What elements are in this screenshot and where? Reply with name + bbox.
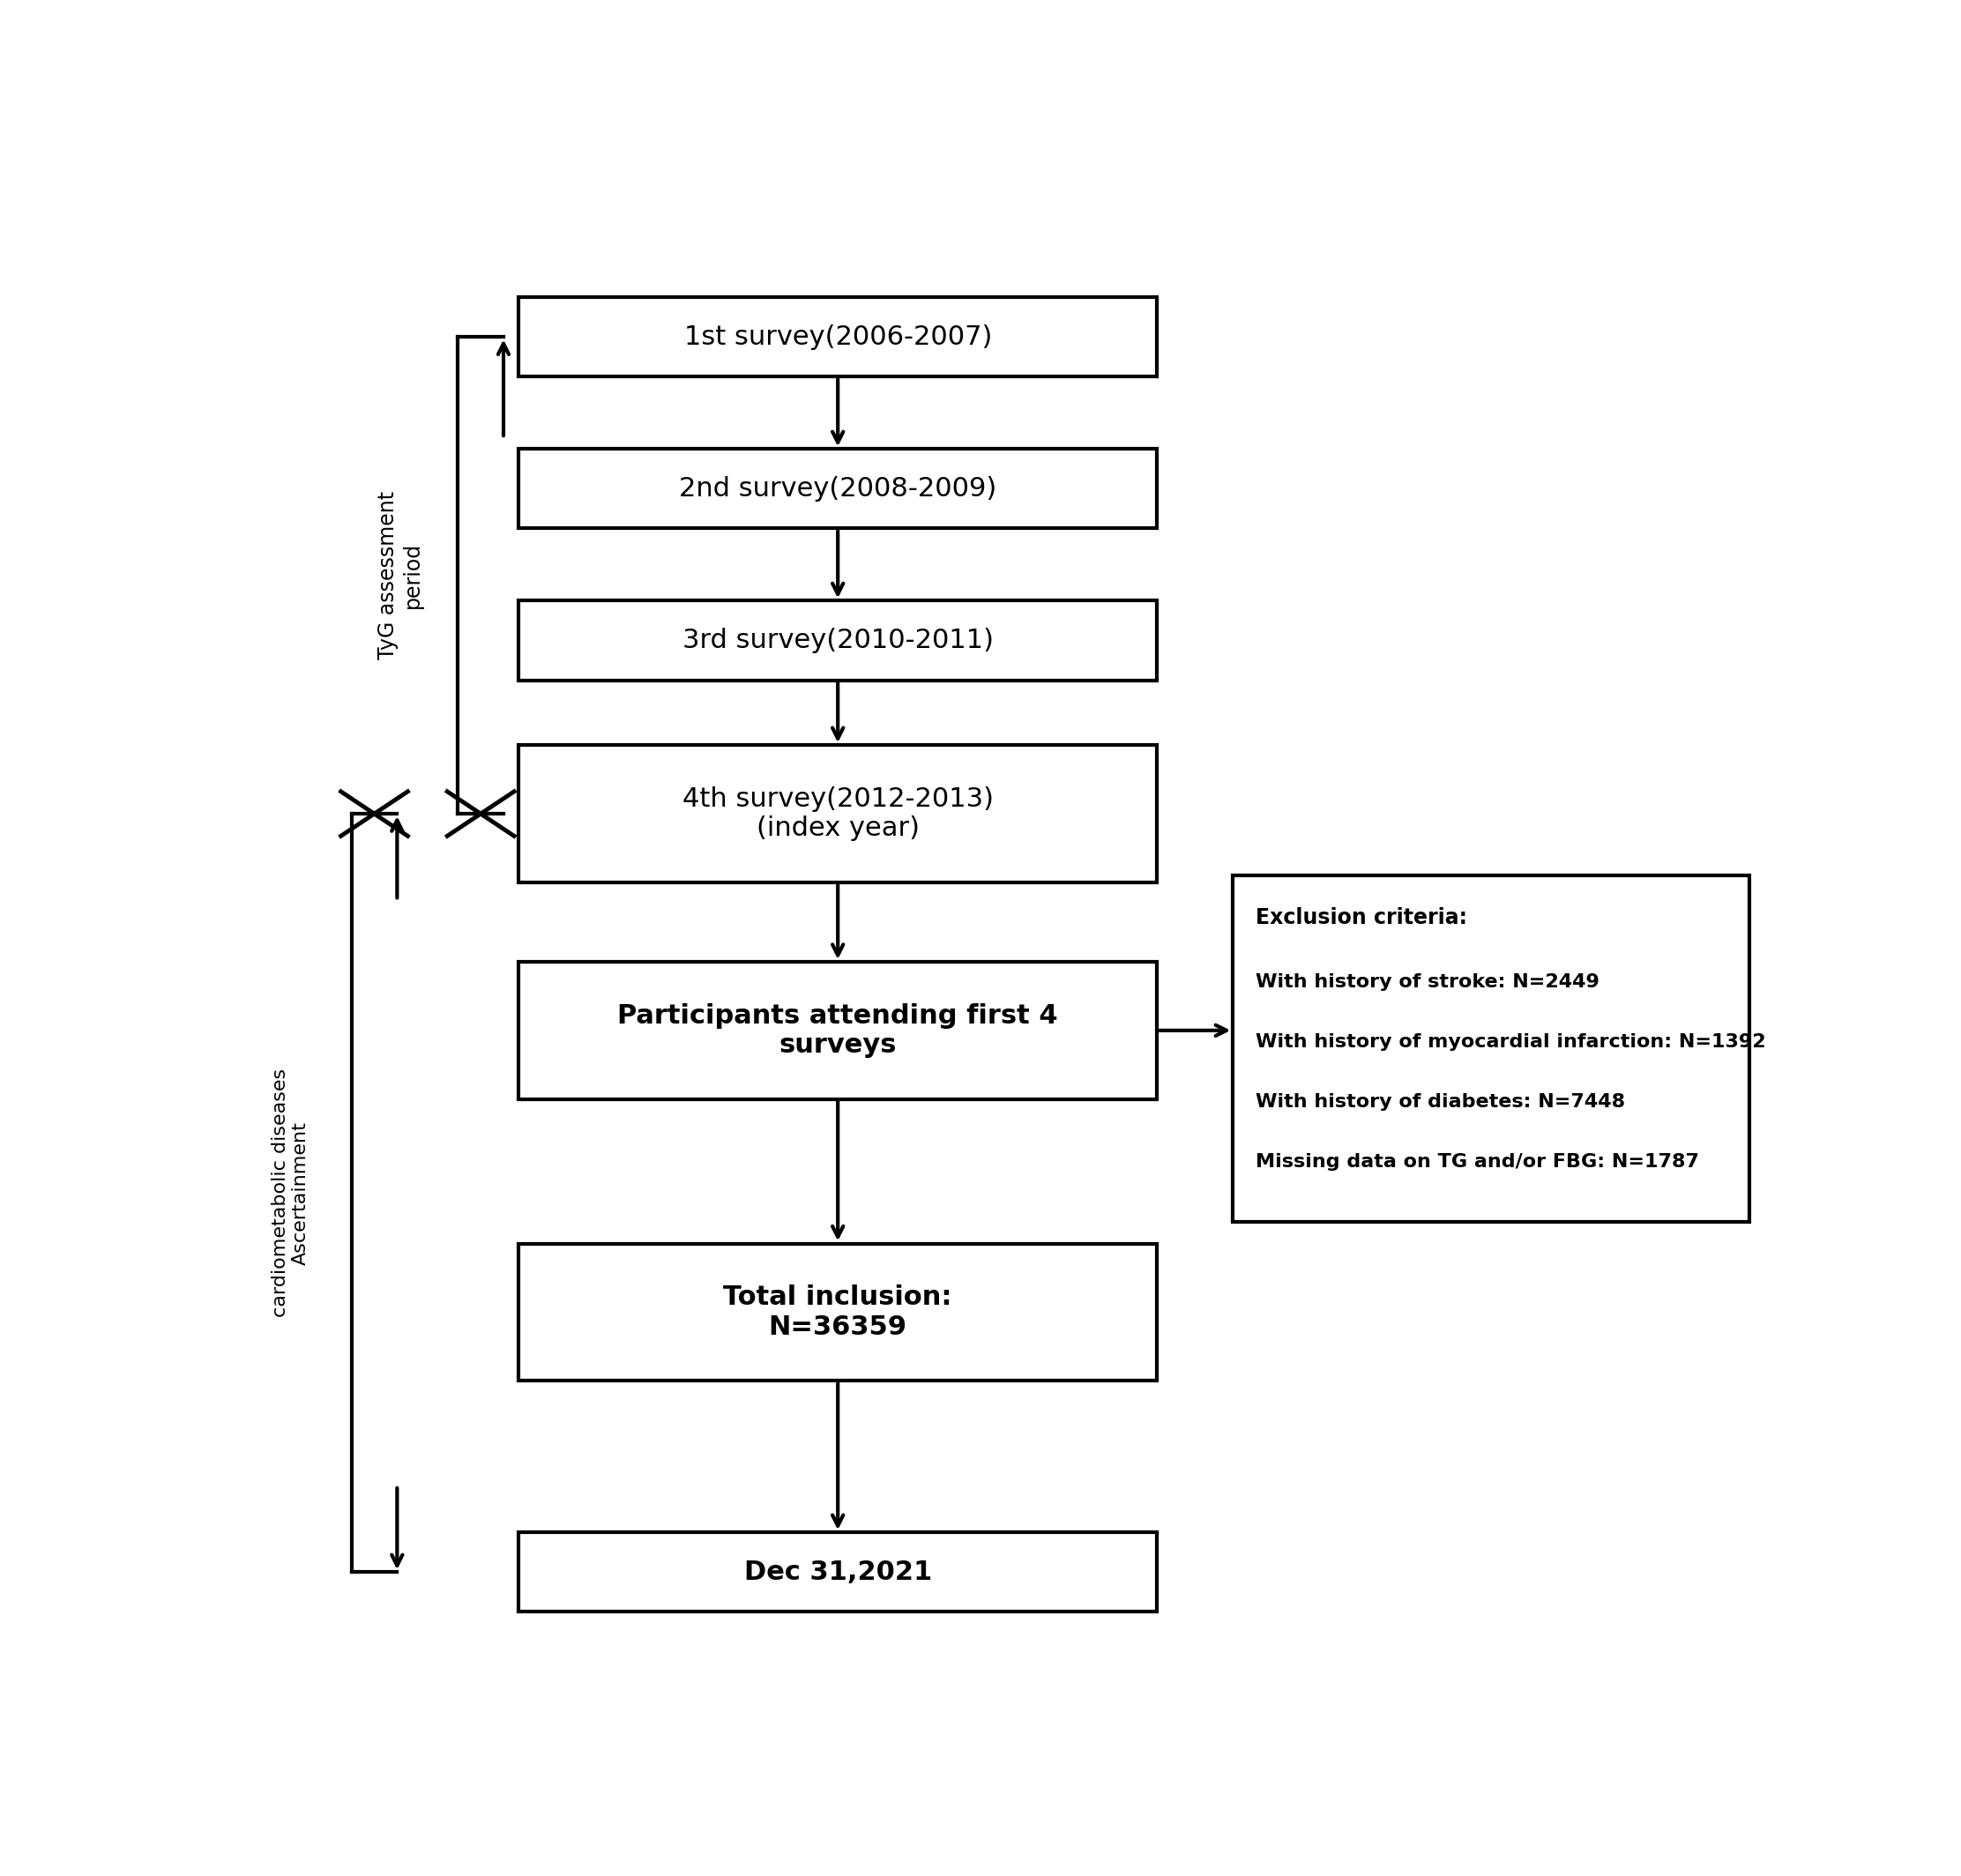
Text: 2nd survey(2008-2009): 2nd survey(2008-2009) xyxy=(679,477,996,501)
Text: Total inclusion:
N=36359: Total inclusion: N=36359 xyxy=(724,1285,953,1339)
FancyBboxPatch shape xyxy=(518,962,1157,1099)
Text: 4th survey(2012-2013)
(index year): 4th survey(2012-2013) (index year) xyxy=(682,786,994,840)
Text: TyG assessment
period: TyG assessment period xyxy=(377,492,424,660)
FancyBboxPatch shape xyxy=(518,448,1157,529)
Text: Missing data on TG and/or FBG: N=1787: Missing data on TG and/or FBG: N=1787 xyxy=(1255,1154,1700,1171)
FancyBboxPatch shape xyxy=(518,745,1157,882)
Text: With history of myocardial infarction: N=1392: With history of myocardial infarction: N… xyxy=(1255,1034,1767,1051)
Text: cardiometabolic diseases
Ascertainment: cardiometabolic diseases Ascertainment xyxy=(273,1069,310,1317)
Text: Dec 31,2021: Dec 31,2021 xyxy=(743,1559,931,1585)
Text: 1st survey(2006-2007): 1st survey(2006-2007) xyxy=(684,325,992,349)
FancyBboxPatch shape xyxy=(1233,874,1749,1221)
Text: With history of diabetes: N=7448: With history of diabetes: N=7448 xyxy=(1255,1094,1626,1111)
FancyBboxPatch shape xyxy=(518,1533,1157,1611)
FancyBboxPatch shape xyxy=(518,296,1157,377)
FancyBboxPatch shape xyxy=(518,600,1157,681)
Text: 3rd survey(2010-2011): 3rd survey(2010-2011) xyxy=(682,628,994,653)
FancyBboxPatch shape xyxy=(518,1244,1157,1381)
Text: With history of stroke: N=2449: With history of stroke: N=2449 xyxy=(1255,974,1600,991)
Text: Participants attending first 4
surveys: Participants attending first 4 surveys xyxy=(618,1004,1059,1058)
Text: Exclusion criteria:: Exclusion criteria: xyxy=(1255,906,1467,929)
